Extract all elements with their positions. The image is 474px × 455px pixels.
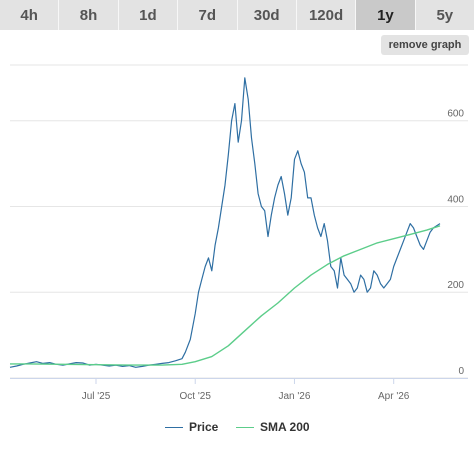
tab-5y[interactable]: 5y (415, 0, 474, 30)
x-tick-label: Jan '26 (278, 391, 310, 402)
legend-swatch-price (165, 426, 183, 428)
legend-label-price: Price (189, 420, 219, 434)
legend-label-sma: SMA 200 (260, 420, 310, 434)
remove-graph-button[interactable]: remove graph (381, 35, 469, 55)
tab-7d[interactable]: 7d (178, 0, 238, 30)
timeframe-tabs: 4h 8h 1d 7d 30d 120d 1y 5y (0, 0, 474, 30)
x-tick-label: Apr '26 (378, 391, 410, 402)
y-tick-label: 200 (447, 280, 464, 291)
tab-4h[interactable]: 4h (0, 0, 60, 30)
tab-1y[interactable]: 1y (356, 0, 416, 30)
tab-8h[interactable]: 8h (59, 0, 119, 30)
tab-1d[interactable]: 1d (118, 0, 179, 30)
y-tick-label: 0 (458, 366, 464, 377)
tab-30d[interactable]: 30d (237, 0, 297, 30)
chart-series (9, 77, 441, 368)
x-tick-label: Oct '25 (180, 391, 212, 402)
y-tick-label: 600 (447, 109, 464, 120)
legend-swatch-sma (236, 426, 254, 428)
price-series-line (9, 77, 441, 368)
chart-axes: 0 200 400 600 Jul '25 Oct '25 Jan '26 Apr '26 (10, 109, 468, 402)
legend-item-price[interactable]: Price (165, 420, 218, 434)
y-tick-label: 400 (447, 194, 464, 205)
chart-legend: Price SMA 200 (0, 420, 474, 440)
legend-item-sma[interactable]: SMA 200 (236, 420, 310, 434)
sma-200-series-line (10, 225, 441, 366)
x-tick-label: Jul '25 (82, 391, 111, 402)
tab-120d[interactable]: 120d (296, 0, 357, 30)
chart-grid (10, 64, 468, 379)
